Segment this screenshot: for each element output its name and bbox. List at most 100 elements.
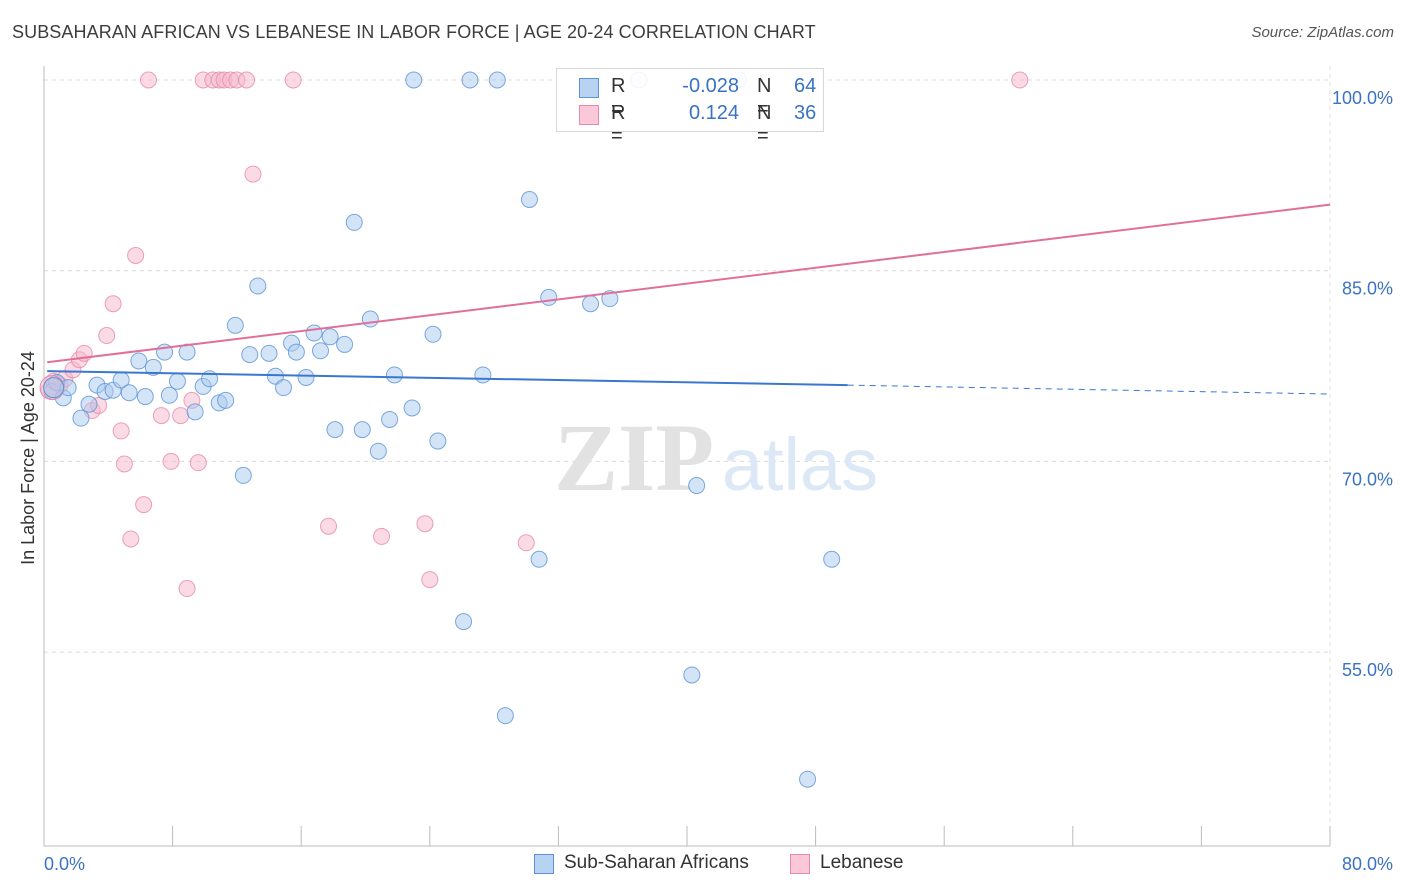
point-subsaharan — [345, 213, 363, 231]
x-tick-label: 0.0% — [44, 854, 85, 874]
point-subsaharan — [160, 386, 178, 404]
point-subsaharan — [530, 550, 548, 568]
point-lebanese — [320, 517, 338, 535]
point-subsaharan — [287, 343, 305, 361]
point-subsaharan — [582, 295, 600, 313]
point-lebanese — [152, 407, 170, 425]
point-lebanese — [122, 530, 140, 548]
point-subsaharan — [120, 384, 138, 402]
point-lebanese — [373, 527, 391, 545]
point-lebanese — [127, 246, 145, 264]
point-lebanese — [178, 580, 196, 598]
trend-lines — [47, 203, 1331, 395]
point-lebanese — [162, 452, 180, 470]
point-lebanese — [238, 71, 256, 89]
r-value: 0.124 — [688, 102, 739, 124]
point-subsaharan — [249, 277, 267, 295]
watermark-zip: ZIP — [554, 404, 714, 511]
point-subsaharan — [385, 366, 403, 384]
point-subsaharan — [520, 191, 538, 209]
r-value: -0.028 — [682, 75, 739, 97]
point-lebanese — [112, 422, 130, 440]
point-subsaharan — [186, 403, 204, 421]
point-lebanese — [139, 71, 157, 89]
point-subsaharan — [234, 466, 252, 484]
point-subsaharan — [305, 324, 323, 342]
trend-line-lebanese — [47, 203, 1331, 364]
y-tick-label: 85.0% — [1342, 279, 1393, 299]
legend-swatch-pink — [790, 854, 810, 874]
point-subsaharan — [297, 368, 315, 386]
point-subsaharan — [217, 391, 235, 409]
legend-swatch-pink — [579, 105, 599, 125]
point-subsaharan — [353, 421, 371, 439]
n-value: 64 — [794, 75, 817, 97]
point-subsaharan — [474, 366, 492, 384]
point-subsaharan — [381, 410, 399, 428]
point-subsaharan — [311, 342, 329, 360]
point-lebanese — [115, 455, 133, 473]
legend-swatch-blue — [579, 78, 599, 98]
point-lebanese — [1011, 71, 1029, 89]
point-lebanese — [135, 496, 153, 514]
chart-title: SUBSAHARAN AFRICAN VS LEBANESE IN LABOR … — [12, 22, 816, 42]
point-cluster-subsaharan — [43, 377, 65, 399]
point-subsaharan — [361, 310, 379, 328]
n-value: 36 — [794, 102, 817, 124]
y-axis-title: In Labor Force | Age 20-24 — [18, 351, 38, 565]
point-lebanese — [104, 295, 122, 313]
point-subsaharan — [260, 344, 278, 362]
point-subsaharan — [799, 770, 817, 788]
stats-legend: R = -0.028 N = 64 R = 0.124 N = 36 — [556, 68, 824, 147]
point-subsaharan — [226, 316, 244, 334]
point-lebanese — [189, 454, 207, 472]
point-subsaharan — [455, 613, 473, 631]
point-subsaharan — [168, 372, 186, 390]
point-subsaharan — [461, 71, 479, 89]
point-subsaharan — [136, 388, 154, 406]
point-lebanese — [244, 165, 262, 183]
axes — [43, 66, 1331, 847]
r-label: R = — [611, 102, 626, 147]
y-tick-label: 70.0% — [1342, 469, 1393, 489]
legend-label: Lebanese — [820, 852, 904, 873]
point-subsaharan — [688, 477, 706, 495]
point-lebanese — [172, 407, 190, 425]
y-tick-label: 55.0% — [1342, 660, 1393, 680]
point-subsaharan — [144, 358, 162, 376]
point-subsaharan — [405, 71, 423, 89]
point-subsaharan — [403, 399, 421, 417]
point-subsaharan — [601, 290, 619, 308]
trend-line-subsaharan-extension — [847, 384, 1331, 395]
point-subsaharan — [424, 325, 442, 343]
point-subsaharan — [496, 707, 514, 725]
point-subsaharan — [130, 352, 148, 370]
point-subsaharan — [336, 335, 354, 353]
point-lebanese — [517, 534, 535, 552]
point-subsaharan — [326, 421, 344, 439]
point-subsaharan — [59, 379, 77, 397]
point-subsaharan — [429, 432, 447, 450]
point-subsaharan — [80, 395, 98, 413]
point-lebanese — [416, 515, 434, 533]
legend-label: Sub-Saharan Africans — [564, 852, 749, 873]
point-lebanese — [284, 71, 302, 89]
watermark-atlas: atlas — [722, 423, 878, 506]
point-subsaharan — [275, 379, 293, 397]
tick-labels: 55.0% 70.0% 85.0% 100.0% 0.0% 80.0% — [44, 88, 1393, 874]
n-label: N = — [757, 102, 772, 147]
chart-source: Source: ZipAtlas.com — [1251, 24, 1394, 41]
point-subsaharan — [369, 442, 387, 460]
point-subsaharan — [321, 328, 339, 346]
point-subsaharan — [241, 346, 259, 364]
x-tick-label: 80.0% — [1342, 854, 1393, 874]
y-tick-label: 100.0% — [1332, 88, 1393, 108]
data-points — [39, 71, 1029, 788]
legend-swatch-blue — [534, 854, 554, 874]
point-subsaharan — [823, 550, 841, 568]
point-subsaharan — [683, 666, 701, 684]
point-lebanese — [98, 327, 116, 345]
point-subsaharan — [72, 409, 90, 427]
point-subsaharan — [488, 71, 506, 89]
